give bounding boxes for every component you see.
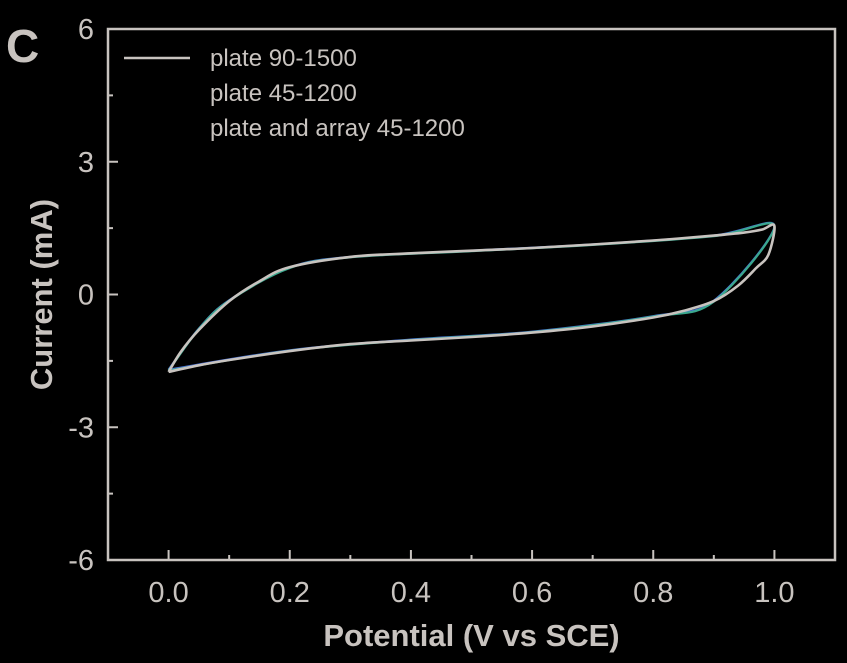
- legend-label: plate 45-1200: [210, 80, 357, 107]
- x-tick-label: 0.2: [270, 577, 310, 609]
- x-axis-title: Potential (V vs SCE): [323, 618, 619, 653]
- series-line-2: [167, 222, 776, 372]
- y-tick-label: -3: [68, 412, 94, 444]
- y-axis-title: Current (mA): [24, 199, 59, 390]
- x-tick-label: 0.6: [512, 577, 552, 609]
- y-tick-label: 3: [78, 147, 94, 179]
- series-line-3: [167, 221, 776, 371]
- y-tick-label: 0: [78, 280, 94, 312]
- x-tick-label: 1.0: [754, 577, 794, 609]
- x-tick-label: 0.0: [148, 577, 188, 609]
- legend-label: plate and array 45-1200: [210, 115, 465, 142]
- series-layer: [167, 221, 776, 374]
- x-tick-label: 0.4: [391, 577, 431, 609]
- legend-label: plate 90-1500: [210, 45, 357, 72]
- legend: plate 90-1500 plate 45-1200 plate and arra…: [124, 45, 465, 142]
- series-line-1: [167, 223, 776, 374]
- panel-letter: C: [6, 20, 39, 72]
- x-tick-label: 0.8: [633, 577, 673, 609]
- y-tick-label: -6: [68, 545, 94, 577]
- y-tick-label: 6: [78, 14, 94, 46]
- ticks-layer: 0.0 0.2 0.4 0.6 0.8 1.0 -6 -3 0 3 6: [68, 14, 794, 609]
